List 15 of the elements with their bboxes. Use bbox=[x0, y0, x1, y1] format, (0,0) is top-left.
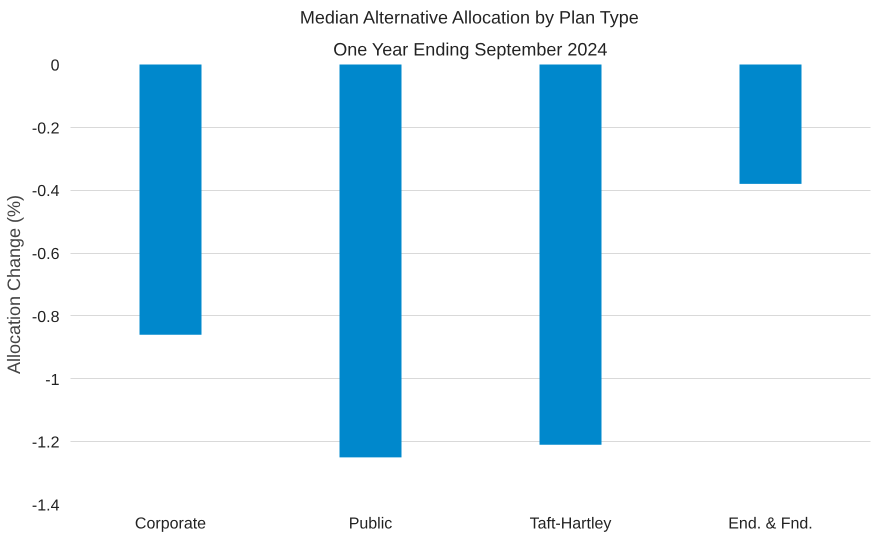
chart-title: Median Alternative Allocation by Plan Type bbox=[300, 8, 639, 28]
y-tick-label: 0 bbox=[50, 58, 60, 74]
y-tick-label: -1.4 bbox=[32, 498, 60, 514]
y-axis-title: Allocation Change (%) bbox=[4, 194, 24, 374]
x-tick-label: Taft-Hartley bbox=[530, 516, 612, 532]
y-tick-label: -1 bbox=[45, 372, 60, 389]
x-tick-label: Corporate bbox=[134, 516, 206, 532]
x-tick-label: End. & Fnd. bbox=[728, 516, 813, 532]
y-tick-label: -0.6 bbox=[32, 246, 60, 264]
x-tick-label: Public bbox=[348, 516, 392, 532]
y-tick-label: -0.2 bbox=[32, 120, 60, 138]
y-tick-label: -1.2 bbox=[32, 434, 60, 452]
chart-subtitle: One Year Ending September 2024 bbox=[333, 40, 608, 60]
y-tick-label: -0.8 bbox=[32, 308, 60, 326]
y-tick-label: -0.4 bbox=[32, 183, 60, 200]
